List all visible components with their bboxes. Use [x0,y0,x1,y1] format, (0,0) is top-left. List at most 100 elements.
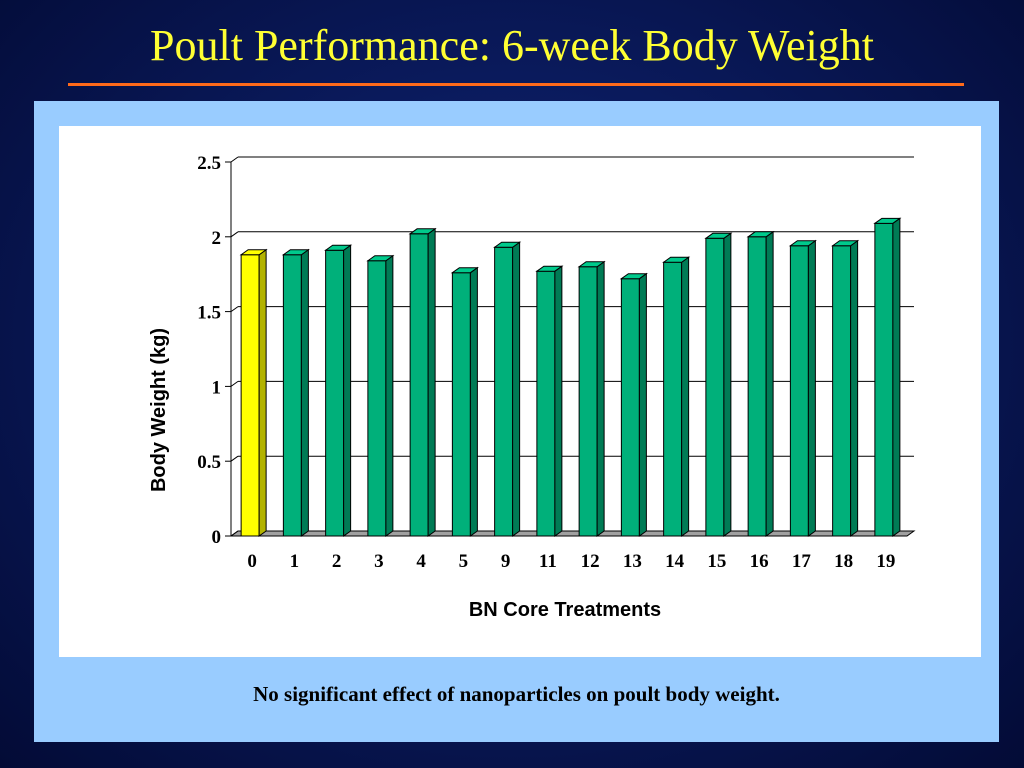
bar-14 [662,256,691,537]
bar-side [638,272,647,537]
y-tick-label: 2.5 [197,153,221,174]
x-tick-label: 1 [290,551,300,572]
bar-2 [324,244,353,537]
bar-18 [831,239,860,537]
bar-13 [619,272,648,537]
x-tick-label: 13 [623,551,642,572]
y-tick-label: 1.5 [197,303,221,324]
bar-front [240,254,260,537]
bar-side [807,239,816,537]
bar-front [325,249,345,537]
bar-side [596,260,605,537]
x-axis-label: BN Core Treatments [469,599,661,621]
bar-front [874,222,894,537]
bar-top [704,232,733,239]
y-tick-diagonal [230,380,239,387]
y-tick-diagonal [230,455,239,462]
bar-top [873,217,902,224]
bar-side [892,217,901,537]
bar-side [723,232,732,537]
bar-chart: 00.511.522.50 1 2 3 4 5 9 11 12 13 14 15 16 17 18 19 Bo… [148,153,916,621]
bar-front [705,237,725,537]
x-tick-label: 14 [665,551,685,572]
x-tick-label: 2 [332,551,342,572]
x-tick-label: 5 [459,551,469,572]
bar-side [681,256,690,537]
chart-area: 0 0.5 1 1.5 2 2.5 0 1 2 3 4 5 9 11 12 13 14 15 16 17 18 19 Bo… [59,126,981,657]
x-tick-label: 0 [247,551,257,572]
bar-top [746,231,775,238]
bar-side [850,239,859,537]
bar-side [343,244,352,537]
bar-side [554,265,563,537]
x-tick-label: 15 [707,551,726,572]
x-tick-label: 16 [750,551,769,572]
bar-top [535,265,564,272]
x-tick-label: 11 [539,551,557,572]
bar-top [281,249,310,256]
bar-16 [746,230,775,537]
bar-top [577,261,606,268]
bar-4 [408,227,437,537]
y-tick-label: 1 [212,377,222,398]
bar-19 [873,217,902,537]
x-tick-label: 17 [792,551,812,572]
bar-9 [493,241,522,537]
bar-top [493,241,522,248]
title-underline [68,83,964,86]
bar-top [324,244,353,251]
bar-side [512,241,521,537]
x-tick-label: 4 [416,551,426,572]
bar-5 [450,266,479,537]
bar-front [536,270,556,537]
bar-front [578,266,598,537]
bar-front [409,233,429,537]
bar-top [788,240,817,247]
bar-top [366,255,395,262]
bar-side [258,248,267,537]
y-axis-label: Body Weight (kg) [148,328,170,492]
x-tick-label: 12 [581,551,600,572]
bar-side [385,254,394,537]
bar-layer [239,217,902,537]
bar-3 [366,254,395,537]
bar-17 [788,239,817,537]
bar-side [427,227,436,537]
bar-front [451,272,471,537]
bar-15 [704,232,733,537]
bar-front [789,245,809,537]
bar-top [619,273,648,280]
y-tick-label: 2 [212,228,222,249]
bar-side [300,248,309,537]
bar-front [494,246,514,537]
bar-front [663,261,683,537]
x-tick-label: 19 [876,551,895,572]
bar-front [282,254,302,537]
bar-front [367,260,387,537]
slide-caption: No significant effect of nanoparticles o… [253,682,780,706]
bar-0 [239,248,268,537]
bar-top [831,240,860,247]
slide-title: Poult Performance: 6-week Body Weight [150,21,874,70]
bar-front [747,236,767,537]
bar-top [239,249,268,256]
label-layer: 00.511.522.50 1 2 3 4 5 9 11 12 13 14 15 16 17 18 19 [197,153,895,572]
x-tick-label: 18 [834,551,853,572]
y-tick-diagonal [230,530,239,537]
bar-11 [535,265,564,537]
y-tick-diagonal [230,306,239,313]
bar-front [620,278,640,537]
bar-12 [577,260,606,537]
x-tick-label: 9 [501,551,511,572]
y-tick-label: 0 [212,527,222,548]
bar-side [469,266,478,537]
bar-front [832,245,852,537]
bar-top [408,228,437,235]
bar-side [765,230,774,537]
bar-1 [281,248,310,537]
bar-top [662,256,691,263]
bar-top [450,267,479,274]
x-tick-label: 3 [374,551,384,572]
y-tick-label: 0.5 [197,452,221,473]
y-tick-diagonal [230,156,239,163]
